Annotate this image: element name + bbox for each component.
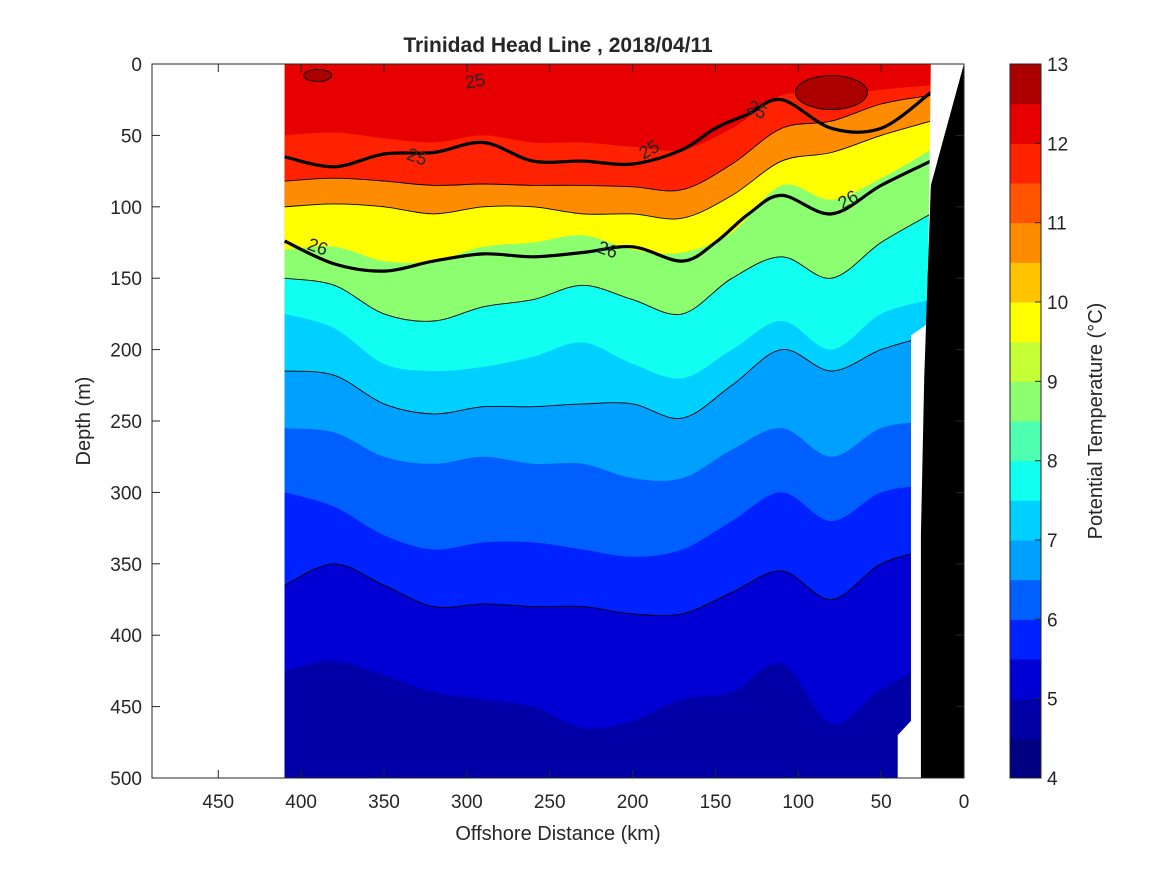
- colorbar-band: [1010, 579, 1041, 620]
- y-tick-label: 350: [110, 555, 142, 576]
- x-tick-label: 250: [534, 792, 566, 813]
- colorbar-band: [1010, 262, 1041, 303]
- colorbar-band: [1010, 341, 1041, 382]
- colorbar-band: [1010, 659, 1041, 700]
- colorbar-band: [1010, 64, 1041, 105]
- colorbar-tick-label: 4: [1047, 769, 1058, 790]
- colorbar-tick-label: 10: [1047, 293, 1068, 314]
- y-tick-label: 500: [110, 769, 142, 790]
- density-contour: [284, 91, 932, 169]
- isotherm-line: [284, 549, 932, 617]
- colorbar-label: Potential Temperature (°C): [1085, 303, 1107, 540]
- colorbar-band: [1010, 143, 1041, 184]
- bathymetry-shelf: [920, 64, 964, 778]
- y-tick-label: 400: [110, 626, 142, 647]
- colorbar-band: [1010, 619, 1041, 660]
- y-axis: 0 50 100 150 200 250 300 350 400 450 500: [110, 55, 964, 790]
- colorbar: 4 5 6 7 8 9 10 11 12 13: [1009, 55, 1068, 790]
- colorbar-frame: [1009, 63, 1042, 779]
- colorbar-band: [1010, 222, 1041, 263]
- x-tick-label: 100: [782, 792, 814, 813]
- colorbar-tick-label: 5: [1047, 690, 1058, 711]
- colorbar-tick-label: 7: [1047, 531, 1058, 552]
- colorbar-tick-label: 6: [1047, 610, 1058, 631]
- colorbar-band: [1010, 381, 1041, 422]
- y-axis-label: Depth (m): [73, 377, 95, 466]
- x-tick-label: 400: [285, 792, 317, 813]
- colorbar-tick-label: 8: [1047, 452, 1058, 473]
- x-axis-label: Offshore Distance (km): [455, 823, 660, 845]
- isotherm-line: [284, 94, 931, 192]
- x-tick-label: 0: [959, 792, 970, 813]
- colorbar-band: [1010, 500, 1041, 541]
- warm-core: [303, 68, 333, 82]
- colorbar-band: [1010, 540, 1041, 581]
- colorbar-band: [1010, 698, 1041, 739]
- colorbar-band: [1010, 183, 1041, 224]
- y-tick-label: 250: [110, 412, 142, 433]
- y-tick-label: 200: [110, 341, 142, 362]
- x-tick-label: 200: [617, 792, 649, 813]
- contour-label: 25: [464, 70, 487, 93]
- colorbar-tick-label: 13: [1047, 55, 1068, 76]
- temperature-band: [284, 660, 931, 778]
- y-tick-label: 300: [110, 483, 142, 504]
- colorbar-tick-label: 12: [1047, 134, 1068, 155]
- x-tick-label: 150: [700, 792, 732, 813]
- colorbar-band: [1010, 460, 1041, 501]
- colorbar-tick-label: 11: [1047, 214, 1067, 235]
- y-tick-label: 100: [110, 198, 142, 219]
- colorbar-band: [1010, 302, 1041, 343]
- x-axis: 450 400 350 300 250 200 150 100 50 0: [202, 64, 969, 813]
- density-contour: [283, 159, 932, 273]
- isotherm-line: [284, 213, 932, 322]
- isotherm-line: [284, 120, 932, 220]
- colorbar-band: [1010, 738, 1041, 779]
- y-tick-label: 450: [110, 698, 142, 719]
- warm-core: [794, 75, 868, 111]
- y-tick-label: 0: [131, 55, 142, 76]
- x-tick-label: 300: [451, 792, 483, 813]
- y-tick-label: 150: [110, 269, 142, 290]
- chart-title: Trinidad Head Line , 2018/04/11: [403, 34, 713, 57]
- x-tick-label: 350: [368, 792, 400, 813]
- x-tick-label: 50: [871, 792, 892, 813]
- isotherm-line: [284, 334, 932, 419]
- colorbar-band: [1010, 103, 1041, 144]
- colorbar-tick-label: 9: [1047, 372, 1058, 393]
- colorbar-band: [1010, 421, 1041, 462]
- y-tick-label: 50: [121, 126, 142, 147]
- x-tick-label: 450: [202, 792, 234, 813]
